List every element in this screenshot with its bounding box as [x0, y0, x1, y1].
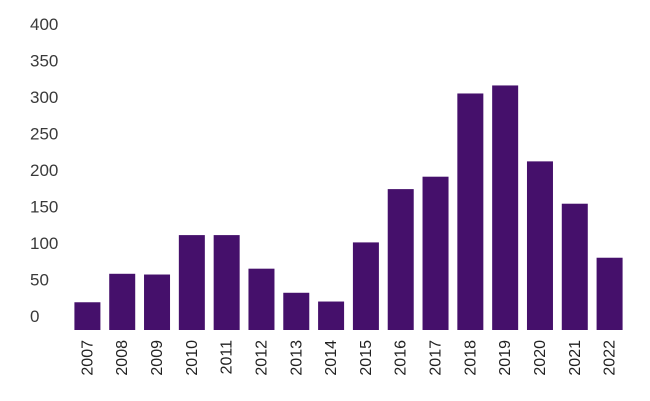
x-tick-label: 2015: [358, 340, 375, 376]
bar-2011: [213, 235, 240, 330]
bar-2012: [248, 268, 275, 330]
bar-2020: [526, 161, 553, 330]
bar-2013: [283, 292, 310, 330]
bar-2019: [492, 85, 519, 330]
y-tick-label: 350: [30, 52, 58, 71]
bar-2022: [596, 257, 623, 330]
x-tick-label: 2010: [184, 340, 201, 376]
bar-2015: [352, 242, 379, 330]
y-tick-label: 150: [30, 198, 58, 217]
x-tick-label: 2017: [428, 340, 445, 376]
bar-2008: [109, 273, 136, 330]
y-tick-label: 200: [30, 161, 58, 180]
x-axis-ticks: 2007 2008 2009 2010 2011 2012 2013 2014 2015 2016…: [79, 340, 618, 376]
y-tick-label: 50: [30, 271, 49, 290]
bar-series: [74, 85, 623, 330]
y-tick-label: 100: [30, 234, 58, 253]
bar-2018: [457, 93, 484, 330]
bar-2007: [74, 302, 101, 330]
x-tick-label: 2012: [253, 340, 270, 376]
y-tick-label: 300: [30, 88, 58, 107]
bar-2010: [178, 235, 205, 330]
x-tick-label: 2013: [288, 340, 305, 376]
y-axis-ticks: 0 50 100 150 200 250 300 350 400: [30, 15, 58, 326]
x-tick-label: 2020: [532, 340, 549, 376]
x-tick-label: 2018: [462, 340, 479, 376]
x-tick-label: 2007: [79, 340, 96, 376]
x-tick-label: 2008: [114, 340, 131, 376]
x-tick-label: 2019: [497, 340, 514, 376]
bar-2009: [144, 274, 171, 330]
y-tick-label: 250: [30, 125, 58, 144]
x-tick-label: 2022: [602, 340, 619, 376]
x-tick-label: 2009: [149, 340, 166, 376]
y-tick-label: 400: [30, 15, 58, 34]
bar-2017: [422, 176, 449, 330]
x-tick-label: 2014: [323, 340, 340, 376]
x-tick-label: 2011: [219, 340, 236, 375]
bar-2021: [561, 203, 588, 330]
y-tick-label: 0: [30, 307, 39, 326]
x-tick-label: 2021: [567, 340, 584, 376]
bar-2016: [387, 189, 414, 330]
x-tick-label: 2016: [393, 340, 410, 376]
bar-2014: [318, 301, 345, 330]
